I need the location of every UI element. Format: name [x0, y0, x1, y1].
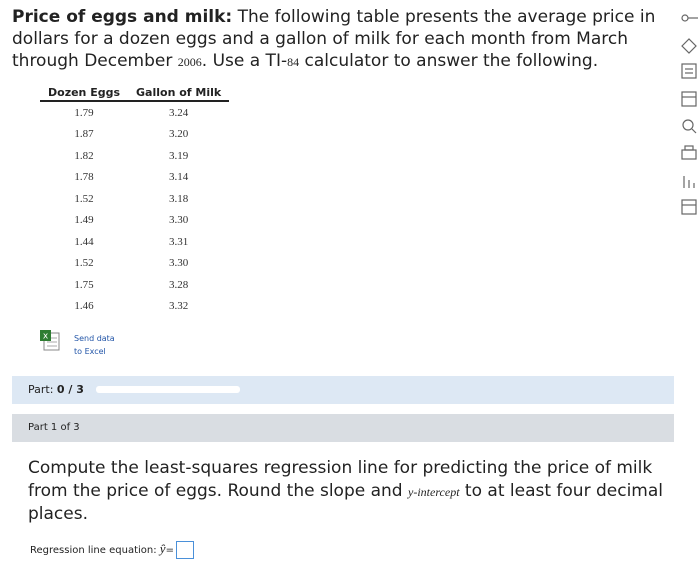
- excel-icon[interactable]: x: [40, 330, 62, 352]
- excel-link-text[interactable]: to Excel: [74, 347, 106, 356]
- table-row: 1.78 3.14: [40, 167, 229, 189]
- intro: Price of eggs and milk: The following ta…: [12, 6, 672, 73]
- table-cell: 1.87: [74, 128, 94, 141]
- excel-link-text[interactable]: Send data: [74, 334, 115, 343]
- intro-text: The following table presents the average…: [12, 7, 656, 71]
- table-row: 1.46 3.32: [40, 296, 229, 318]
- table-row: 1.75 3.28: [40, 274, 229, 296]
- intro-year: 2006: [177, 55, 202, 69]
- table-cell: 3.14: [169, 171, 189, 184]
- table-cell: 3.19: [169, 149, 189, 162]
- column-header: Dozen Eggs: [40, 84, 129, 102]
- table-row: 1.52 3.30: [40, 253, 229, 275]
- chart-icon[interactable]: [683, 176, 695, 188]
- tag-icon[interactable]: [681, 38, 697, 54]
- data-table: Dozen Eggs Gallon of Milk 1.79 3.24 1.87 3.2…: [40, 84, 230, 318]
- intro-text: calculator to answer the following.: [299, 51, 599, 71]
- table-row: 1.44 3.31: [40, 231, 229, 253]
- table-cell: 3.28: [169, 278, 189, 291]
- table-row: 1.79 3.24: [40, 101, 229, 124]
- table-row: 1.82 3.19: [40, 145, 229, 167]
- table-cell: 1.75: [74, 278, 94, 291]
- table-cell: 1.52: [74, 192, 94, 205]
- search-icon[interactable]: [682, 119, 697, 134]
- table-cell: 1.52: [74, 257, 94, 270]
- excel-link[interactable]: Send data to Excel: [74, 332, 124, 358]
- table-cell: 1.79: [74, 106, 94, 119]
- intro-title: Price of eggs and milk:: [12, 7, 233, 27]
- answer-symbol: ŷ: [159, 541, 166, 556]
- table-cell: 3.24: [169, 106, 189, 119]
- key-icon[interactable]: [681, 14, 698, 22]
- progress-value: 0 / 3: [56, 383, 84, 396]
- svg-text:x: x: [43, 332, 49, 342]
- intro-text: . Use a TI-: [201, 51, 288, 71]
- intro-model: 84: [287, 55, 300, 69]
- table-row: 1.49 3.30: [40, 210, 229, 232]
- table-cell: 3.20: [169, 128, 189, 141]
- table-row: 1.52 3.18: [40, 188, 229, 210]
- part-header: [12, 414, 674, 442]
- question-term: y-intercept: [408, 484, 460, 499]
- table-cell: 1.44: [74, 235, 94, 248]
- table-cell: 3.18: [169, 192, 189, 205]
- table-cell: 1.49: [74, 214, 94, 227]
- table-cell: 1.78: [74, 171, 94, 184]
- table-cell: 3.30: [169, 257, 189, 270]
- table-cell: 1.82: [74, 149, 94, 162]
- table-row: 1.87 3.20: [40, 124, 229, 146]
- calc-icon[interactable]: [681, 91, 697, 107]
- progress-label: Part: 0 / 3: [28, 383, 84, 396]
- answer-row: Regression line equation: ŷ=: [30, 541, 194, 559]
- table-cell: 3.32: [169, 300, 189, 313]
- print-icon[interactable]: [681, 145, 697, 160]
- progress-track: [96, 386, 240, 393]
- question-text: Compute the least-squares regression lin…: [28, 458, 653, 501]
- sidebar-icons: [681, 14, 698, 215]
- part-title: Part 1 of 3: [28, 422, 80, 433]
- answer-input[interactable]: [175, 541, 194, 559]
- table-cell: 3.30: [169, 214, 189, 227]
- form-icon[interactable]: [681, 63, 697, 79]
- question-text: to at least four decimal places.: [28, 480, 663, 525]
- data-icon[interactable]: [681, 199, 697, 215]
- question: Compute the least-squares regression lin…: [28, 457, 668, 526]
- column-header: Gallon of Milk: [128, 84, 230, 102]
- table-cell: 3.31: [169, 235, 189, 248]
- equals: =: [165, 545, 174, 556]
- table-cell: 1.46: [74, 300, 94, 313]
- progress-label-text: Part:: [28, 383, 54, 396]
- answer-label: Regression line equation:: [30, 545, 157, 556]
